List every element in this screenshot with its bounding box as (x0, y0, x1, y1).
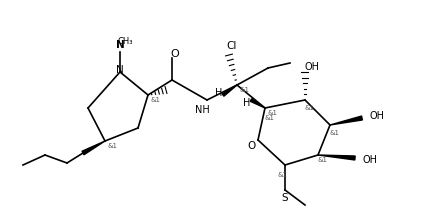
Text: &1: &1 (151, 97, 161, 103)
Text: Cl: Cl (227, 41, 237, 51)
Text: OH: OH (370, 111, 385, 121)
Text: O: O (170, 49, 179, 59)
Text: OH: OH (363, 155, 378, 165)
Polygon shape (330, 116, 362, 125)
Text: &1: &1 (305, 105, 315, 111)
Text: H: H (215, 88, 223, 98)
Polygon shape (82, 141, 105, 155)
Text: &1: &1 (278, 172, 288, 178)
Text: &1: &1 (330, 130, 340, 136)
Text: &1: &1 (240, 87, 250, 93)
Text: CH₃: CH₃ (117, 37, 133, 46)
Text: N: N (116, 65, 124, 75)
Polygon shape (318, 155, 355, 160)
Polygon shape (250, 99, 265, 108)
Text: OH: OH (305, 62, 319, 72)
Text: H: H (243, 98, 251, 108)
Text: &1: &1 (318, 157, 328, 163)
Text: N: N (116, 40, 124, 50)
Polygon shape (222, 85, 237, 96)
Text: &1: &1 (265, 115, 275, 121)
Text: S: S (282, 193, 288, 203)
Text: &1: &1 (108, 143, 118, 149)
Text: NH: NH (195, 105, 209, 115)
Text: &1: &1 (268, 110, 278, 116)
Text: O: O (248, 141, 256, 151)
